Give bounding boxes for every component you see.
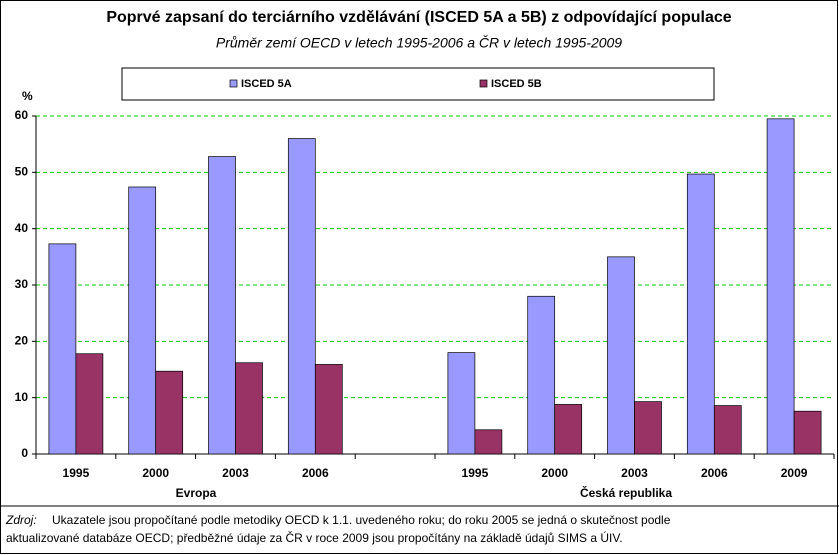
legend-label: ISCED 5A: [241, 78, 292, 90]
x-tick-label: 1995: [462, 466, 489, 480]
bar: [766, 118, 795, 455]
legend-label: ISCED 5B: [491, 78, 542, 90]
legend-swatch: [479, 79, 488, 88]
bar: [155, 370, 184, 455]
bar: [48, 243, 77, 455]
x-tick-label: 2009: [781, 466, 808, 480]
bar: [447, 352, 476, 455]
x-tick-label: 2006: [302, 466, 329, 480]
bar: [75, 353, 104, 455]
x-tick-label: 2003: [621, 466, 648, 480]
bar: [474, 429, 503, 455]
x-tick-label: 2000: [142, 466, 169, 480]
source-label: Zdroj:: [5, 513, 37, 527]
chart-subtitle: Průměr zemí OECD v letech 1995-2006 a ČR…: [216, 35, 622, 51]
bar: [793, 410, 822, 455]
y-tick-label: 0: [21, 446, 28, 460]
y-tick-label: 30: [15, 277, 29, 291]
bar: [634, 401, 662, 455]
y-axis-label: %: [22, 89, 33, 103]
bar: [713, 405, 742, 455]
x-tick-label: 2003: [222, 466, 249, 480]
y-tick-label: 50: [15, 165, 29, 179]
bar: [314, 364, 343, 455]
footnote: Ukazatele jsou propočítané podle metodik…: [52, 513, 671, 527]
legend-box: [121, 67, 715, 101]
chart-title: Poprvé zapsaní do terciárního vzdělávání…: [106, 9, 731, 26]
footnote: aktualizované databáze OECD; předběžné ú…: [6, 530, 623, 545]
bar: [235, 362, 263, 455]
bar: [554, 404, 583, 455]
bar: [686, 173, 715, 455]
group-label: Evropa: [176, 486, 217, 500]
y-tick-label: 40: [15, 221, 29, 235]
y-tick-label: 10: [15, 390, 29, 404]
x-tick-label: 1995: [63, 466, 90, 480]
bar: [607, 256, 635, 455]
legend-swatch: [229, 79, 238, 88]
x-tick-label: 2000: [541, 466, 568, 480]
y-tick-label: 60: [15, 108, 29, 122]
bar: [208, 156, 236, 455]
group-label: Česká republika: [580, 485, 672, 500]
bar: [128, 186, 157, 455]
y-tick-label: 20: [15, 334, 29, 348]
x-tick-label: 2006: [701, 466, 728, 480]
bar: [287, 138, 316, 455]
bar: [527, 295, 556, 455]
